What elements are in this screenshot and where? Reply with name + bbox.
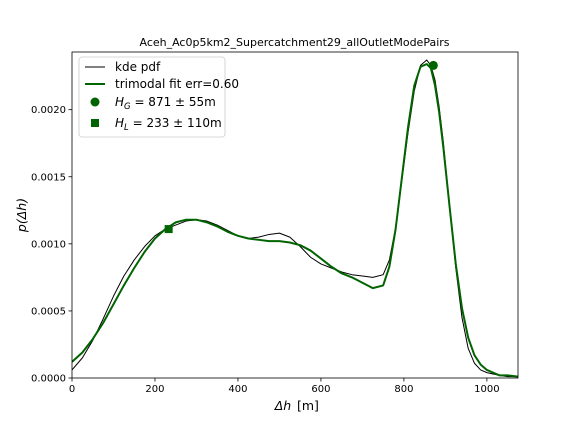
legend-box [78, 56, 226, 138]
x-tick-label: 1000 [474, 384, 499, 395]
y-tick-label: 0.0005 [31, 306, 66, 317]
trimodal-fit-line [72, 63, 518, 378]
y-tick-label: 0.0015 [31, 172, 66, 183]
plot-frame [71, 51, 519, 379]
y-axis-ticks: 0.0000 0.0005 0.0010 0.0015 0.0020 [31, 105, 72, 385]
x-tick-label: 800 [394, 384, 413, 395]
plot-area [71, 51, 519, 379]
y-tick-label: 0.0000 [31, 374, 66, 385]
x-tick-label: 400 [228, 384, 247, 395]
x-axis-symbol: Δh [274, 398, 292, 413]
legend-hg-swatch [90, 97, 100, 107]
hl-marker [164, 225, 173, 234]
x-tick-label: 200 [145, 384, 164, 395]
x-axis-ticks: 0 200 400 600 800 1000 [69, 378, 500, 395]
legend-hg-label: HG = 871 ± 55m [115, 95, 216, 112]
x-axis-unit: [m] [297, 398, 319, 413]
legend-fit-label: trimodal fit err=0.60 [115, 77, 239, 91]
hg-marker [428, 60, 438, 70]
legend-hl-label: HL = 233 ± 110m [115, 116, 222, 133]
y-tick-label: 0.0010 [31, 239, 66, 250]
x-axis-label: Δh [m] [274, 398, 319, 413]
y-axis-label: p(Δh) [14, 198, 29, 233]
y-tick-label: 0.0020 [31, 105, 66, 116]
legend-hl-swatch [91, 119, 99, 127]
x-tick-label: 600 [311, 384, 330, 395]
x-tick-label: 0 [69, 384, 75, 395]
legend: kde pdf trimodal fit err=0.60 HG = 871 ± 5… [78, 56, 239, 138]
chart-title: Aceh_Ac0p5km2_Supercatchment29_allOutlet… [139, 36, 449, 49]
legend-kde-label: kde pdf [115, 60, 161, 74]
